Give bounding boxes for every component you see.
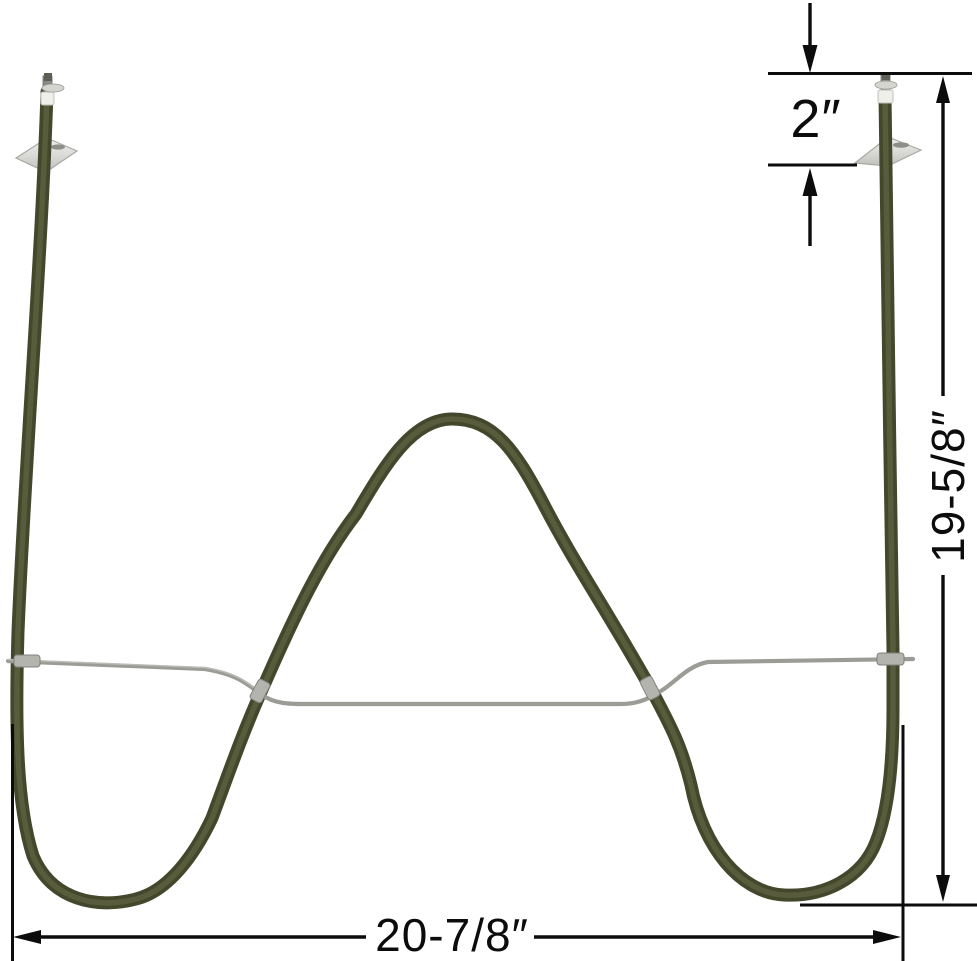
terminal-lug-left <box>41 83 65 93</box>
dimension-overall-width <box>11 724 905 961</box>
dimension-label-overall-height: 19-5/8″ <box>922 409 974 563</box>
dimension-overall-height <box>800 76 977 907</box>
wire-crimp-right-diagonal <box>639 675 661 701</box>
terminal-insulator-right <box>877 89 894 104</box>
terminal-screw-left <box>44 73 52 81</box>
wire-crimp-left-diagonal <box>249 678 271 704</box>
dimension-label-bracket-offset: 2″ <box>790 89 841 149</box>
offset-arrow-up-icon <box>802 168 818 196</box>
height-arrow-up-icon <box>936 76 950 103</box>
support-wire <box>5 652 916 707</box>
wire-crimp-right-leg <box>876 652 905 666</box>
terminal-right <box>874 72 898 104</box>
bake-element-tube <box>10 85 900 910</box>
element-tube-stroke <box>10 85 900 910</box>
support-wire-rod <box>5 656 916 707</box>
dimension-label-overall-width: 20-7/8″ <box>375 909 529 961</box>
dimension-bracket-offset <box>768 3 972 246</box>
bracket-slot-right <box>893 142 909 148</box>
terminal-insulator-left <box>40 91 55 106</box>
width-arrow-left-icon <box>13 930 41 944</box>
bracket-slot-left <box>51 144 65 150</box>
element-tube-highlight <box>14 89 896 906</box>
terminal-lug-right <box>874 80 898 90</box>
width-arrow-right-icon <box>873 930 901 944</box>
offset-arrow-down-icon <box>802 45 818 73</box>
height-arrow-down-icon <box>936 875 950 902</box>
terminal-screw-right <box>882 72 890 80</box>
terminal-left <box>40 73 65 106</box>
wire-crimp-left-leg <box>13 654 41 668</box>
